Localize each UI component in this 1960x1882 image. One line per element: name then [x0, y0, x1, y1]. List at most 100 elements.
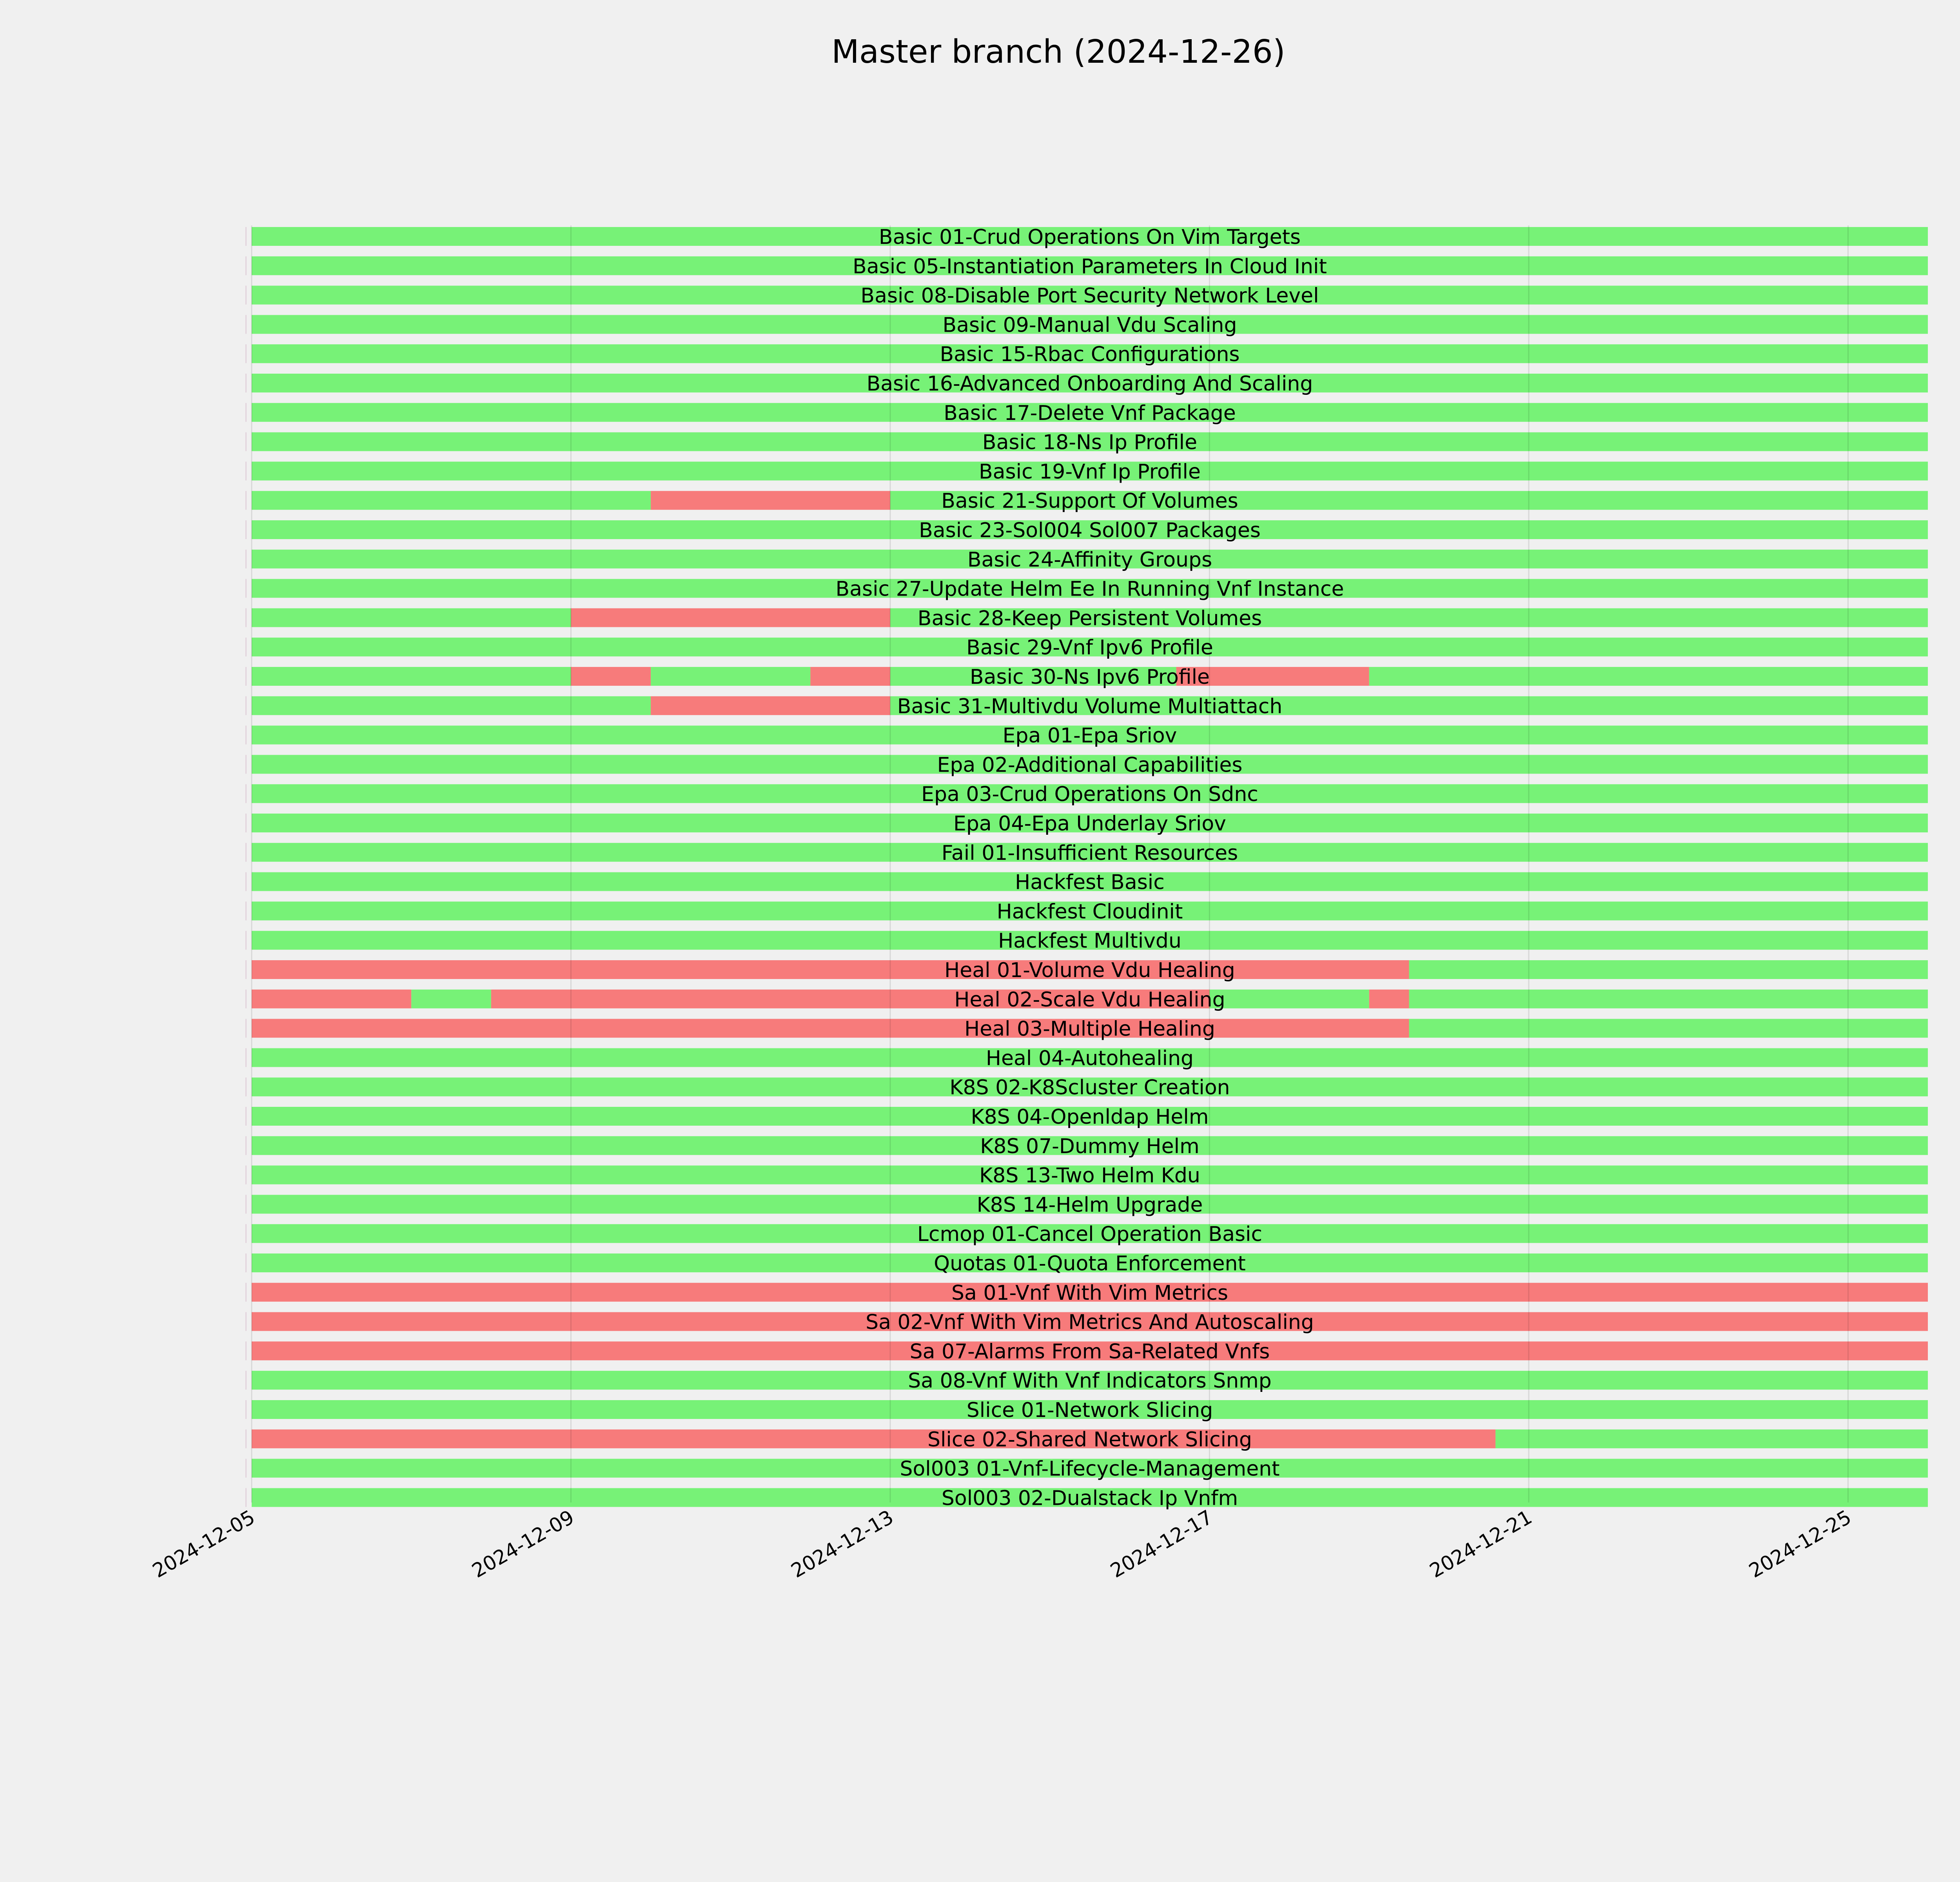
row-start-marker: [245, 1371, 247, 1390]
row-start-marker: [245, 696, 247, 715]
bar-segment-pass: [252, 491, 651, 510]
row-start-marker: [245, 315, 247, 334]
bar-segment-pass: [252, 1400, 1928, 1419]
row-start-marker: [245, 432, 247, 451]
timeline-row: [245, 315, 1928, 334]
timeline-row: [245, 491, 1928, 510]
row-label: Basic 29-Vnf Ipv6 Profile: [966, 636, 1213, 659]
row-start-marker: [245, 1195, 247, 1214]
row-start-marker: [245, 1019, 247, 1038]
row-start-marker: [245, 1136, 247, 1155]
row-label: Heal 01-Volume Vdu Healing: [944, 959, 1235, 982]
timeline-row: [245, 960, 1928, 979]
row-label: Basic 27-Update Helm Ee In Running Vnf I…: [835, 578, 1344, 601]
row-label: K8S 04-Openldap Helm: [971, 1105, 1209, 1129]
bar-segment-pass: [252, 784, 1928, 803]
timeline-row: [245, 901, 1928, 921]
row-start-marker: [245, 285, 247, 305]
row-label: Heal 02-Scale Vdu Healing: [954, 988, 1225, 1012]
bar-segment-pass: [252, 1136, 1928, 1155]
row-label: Hackfest Multivdu: [998, 929, 1181, 953]
row-start-marker: [245, 608, 247, 627]
row-start-marker: [245, 725, 247, 745]
timeline-row: [245, 814, 1928, 832]
timeline-row: [245, 696, 1928, 715]
timeline-row: [245, 1459, 1928, 1478]
timeline-row: [245, 461, 1928, 481]
bar-segment-fail: [571, 608, 890, 627]
row-start-marker: [245, 344, 247, 363]
bar-segment-pass: [252, 344, 1928, 363]
bar-segment-pass: [252, 374, 1928, 392]
bar-segment-pass: [890, 667, 1176, 686]
bar-segment-pass: [252, 1107, 1928, 1126]
row-start-marker: [245, 843, 247, 862]
row-start-marker: [245, 1429, 247, 1448]
bar-segment-pass: [252, 1048, 1928, 1067]
bar-segment-pass: [252, 872, 1928, 891]
timeline-row: [245, 1019, 1928, 1038]
bar-segment-pass: [1409, 960, 1928, 979]
bar-segment-pass: [890, 696, 1928, 715]
bar-segment-fail: [651, 491, 890, 510]
row-label: Heal 04-Autohealing: [986, 1046, 1194, 1070]
bar-segment-pass: [252, 1224, 1928, 1243]
bar-segment-pass: [252, 579, 1928, 598]
row-start-marker: [245, 256, 247, 275]
bar-segment-fail: [252, 1429, 1496, 1448]
row-start-marker: [245, 549, 247, 569]
bar-segment-pass: [252, 256, 1928, 275]
timeline-row: [245, 1429, 1928, 1448]
row-label: Sol003 01-Vnf-Lifecycle-Management: [900, 1457, 1279, 1481]
timeline-row: [245, 403, 1928, 422]
bar-segment-pass: [252, 1195, 1928, 1214]
row-label: Hackfest Basic: [1015, 871, 1165, 894]
x-axis-ticks: 2024-12-05 2024-12-09 2024-12-13 2024-12-17…: [149, 1506, 1855, 1582]
timeline-row: [245, 1195, 1928, 1214]
bar-segment-pass: [252, 285, 1928, 305]
bar-segment-pass: [252, 1077, 1928, 1097]
timeline-row: [245, 608, 1928, 627]
row-label: Sa 02-Vnf With Vim Metrics And Autoscali…: [866, 1311, 1314, 1334]
bar-segment-pass: [252, 461, 1928, 481]
timeline-row: [245, 1224, 1928, 1243]
row-label: Basic 08-Disable Port Security Network L…: [860, 284, 1319, 308]
row-label: Basic 21-Support Of Volumes: [941, 489, 1238, 513]
bar-segment-fail: [252, 960, 1409, 979]
row-label: Sol003 02-Dualstack Ip Vnfm: [942, 1486, 1238, 1510]
row-start-marker: [245, 461, 247, 481]
row-label: Fail 01-Insufficient Resources: [942, 841, 1238, 865]
row-label: Epa 03-Crud Operations On Sdnc: [921, 783, 1258, 806]
bar-segment-pass: [252, 315, 1928, 334]
row-label: K8S 02-K8Scluster Creation: [949, 1076, 1230, 1099]
bar-segment-fail: [252, 989, 412, 1008]
bar-segment-pass: [252, 549, 1928, 569]
row-start-marker: [245, 1165, 247, 1184]
row-label: Sa 01-Vnf With Vim Metrics: [951, 1281, 1228, 1305]
timeline-row: [245, 1283, 1928, 1302]
bar-segment-pass: [252, 432, 1928, 451]
timeline-row: [245, 344, 1928, 363]
row-start-marker: [245, 1312, 247, 1331]
bar-segment-fail: [491, 989, 1210, 1008]
row-start-marker: [245, 403, 247, 422]
timeline-row: [245, 579, 1928, 598]
timeline-row: [245, 784, 1928, 803]
timeline-row: [245, 872, 1928, 891]
bars-layer: [245, 227, 1928, 1507]
row-start-marker: [245, 1048, 247, 1067]
row-label: Sa 08-Vnf With Vnf Indicators Snmp: [908, 1369, 1272, 1393]
timeline-row: [245, 227, 1928, 246]
row-label: Basic 23-Sol004 Sol007 Packages: [919, 519, 1261, 542]
bar-segment-pass: [1409, 989, 1928, 1008]
row-start-marker: [245, 989, 247, 1008]
bar-segment-pass: [252, 608, 571, 627]
timeline-row: [245, 755, 1928, 774]
row-label: Basic 19-Vnf Ip Profile: [979, 460, 1201, 483]
row-start-marker: [245, 520, 247, 539]
x-tick-label: 2024-12-17: [1107, 1506, 1217, 1582]
timeline-row: [245, 1400, 1928, 1419]
timeline-row: [245, 1107, 1928, 1126]
bar-segment-fail: [571, 667, 651, 686]
row-labels-layer: Basic 01-Crud Operations On Vim Targets B…: [835, 225, 1344, 1510]
